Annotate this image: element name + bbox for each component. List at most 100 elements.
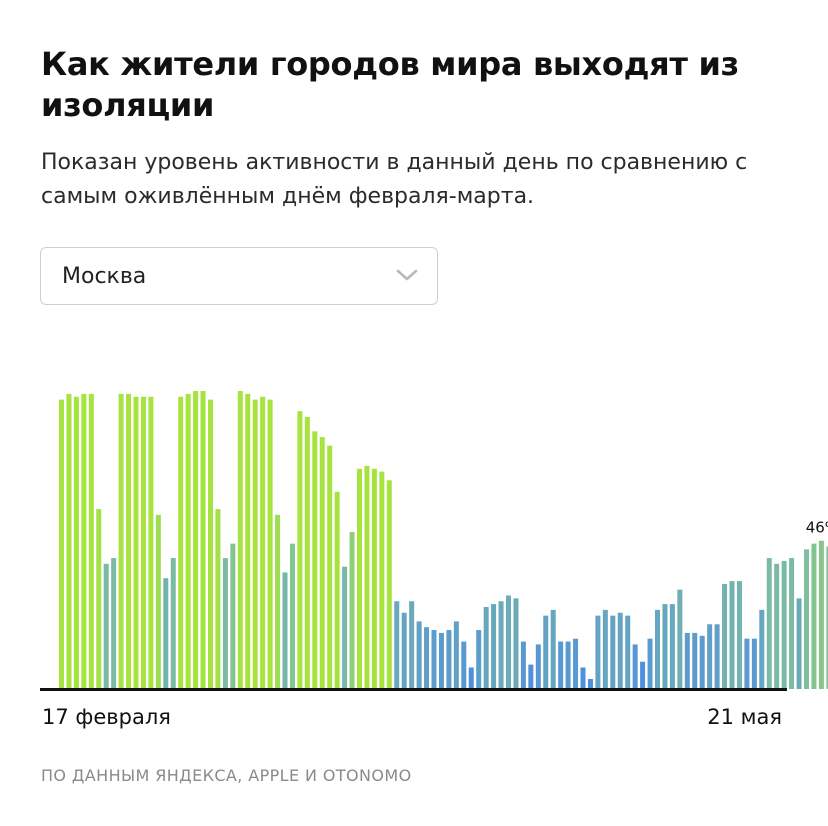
bar bbox=[431, 630, 437, 689]
bar bbox=[260, 396, 266, 689]
bar bbox=[185, 393, 191, 689]
bar bbox=[699, 635, 705, 689]
bar bbox=[796, 598, 802, 689]
x-axis-end-label: 21 мая bbox=[707, 705, 782, 729]
bar bbox=[781, 560, 787, 689]
bar bbox=[729, 581, 735, 689]
city-select[interactable]: Москва bbox=[40, 247, 438, 305]
bar bbox=[267, 399, 273, 689]
bar bbox=[140, 396, 146, 689]
bar bbox=[297, 411, 303, 689]
bar bbox=[647, 638, 653, 689]
bar bbox=[476, 630, 482, 689]
bar bbox=[312, 431, 318, 689]
bar bbox=[438, 632, 444, 689]
bar bbox=[677, 589, 683, 689]
bar bbox=[453, 621, 459, 689]
bar bbox=[826, 546, 828, 689]
bar bbox=[722, 583, 728, 689]
bar bbox=[602, 609, 608, 689]
bar bbox=[714, 624, 720, 689]
bar bbox=[66, 393, 72, 689]
bar bbox=[96, 509, 102, 689]
bar bbox=[736, 581, 742, 689]
bar bbox=[684, 632, 690, 689]
bar bbox=[133, 396, 139, 689]
bar bbox=[632, 644, 638, 689]
bar bbox=[655, 609, 660, 689]
bar bbox=[73, 396, 79, 689]
bar bbox=[573, 638, 579, 689]
bar bbox=[446, 630, 452, 689]
bar bbox=[744, 638, 750, 689]
bar bbox=[379, 471, 385, 689]
bar bbox=[222, 558, 228, 689]
bar bbox=[520, 641, 526, 689]
bar bbox=[617, 612, 623, 689]
bar bbox=[818, 540, 824, 689]
bar bbox=[424, 627, 430, 689]
bar bbox=[640, 661, 646, 689]
bar bbox=[371, 468, 377, 689]
bar bbox=[707, 624, 713, 689]
bar bbox=[275, 514, 281, 689]
bar bbox=[342, 566, 348, 689]
bar bbox=[334, 491, 340, 689]
bar bbox=[587, 679, 593, 689]
bar bbox=[304, 416, 310, 689]
bar bbox=[461, 641, 467, 689]
bar bbox=[401, 612, 407, 689]
bar bbox=[111, 558, 117, 689]
bar bbox=[118, 393, 124, 689]
activity-bar-chart: 46% bbox=[40, 391, 828, 691]
bar bbox=[364, 465, 370, 689]
bar bbox=[349, 532, 355, 689]
bar bbox=[409, 601, 415, 689]
bar bbox=[774, 563, 780, 689]
bar bbox=[811, 543, 817, 689]
bar bbox=[535, 644, 541, 689]
bar bbox=[59, 399, 64, 689]
bar bbox=[193, 391, 199, 689]
bar bbox=[759, 609, 765, 689]
bar bbox=[766, 558, 772, 689]
bar bbox=[386, 480, 392, 689]
bar bbox=[155, 514, 161, 689]
bar bbox=[88, 393, 94, 689]
bar bbox=[170, 558, 176, 689]
source-note: ПО ДАННЫМ ЯНДЕКСА, APPLE И OTONOMO bbox=[41, 766, 412, 785]
bar bbox=[394, 601, 400, 689]
bar bbox=[580, 667, 586, 689]
bar bbox=[692, 632, 698, 689]
city-select-value: Москва bbox=[62, 264, 147, 289]
page-title: Как жители городов мира выходят из изоля… bbox=[41, 45, 739, 124]
bar bbox=[148, 396, 154, 689]
bar bbox=[200, 391, 206, 689]
bar bbox=[751, 638, 757, 689]
bar bbox=[126, 393, 132, 689]
bar bbox=[789, 558, 795, 689]
bar bbox=[237, 391, 243, 689]
bar bbox=[595, 615, 601, 689]
bar bbox=[513, 598, 519, 689]
bar bbox=[282, 572, 288, 689]
bar bbox=[252, 399, 258, 689]
bar bbox=[662, 604, 668, 689]
bar bbox=[550, 609, 556, 689]
bar bbox=[208, 399, 213, 689]
chevron-down-icon bbox=[396, 269, 418, 281]
bar bbox=[528, 664, 534, 689]
bar bbox=[319, 437, 325, 689]
bar bbox=[178, 396, 184, 689]
bar bbox=[483, 607, 489, 689]
bar bbox=[491, 604, 497, 689]
bar bbox=[103, 563, 109, 689]
page-subtitle: Показан уровень активности в данный день… bbox=[41, 150, 748, 209]
bar bbox=[357, 468, 362, 689]
x-axis-start-label: 17 февраля bbox=[42, 705, 171, 729]
bar bbox=[610, 615, 616, 689]
bar bbox=[289, 543, 295, 689]
bar bbox=[215, 509, 221, 689]
last-value-label: 46% bbox=[806, 519, 828, 537]
bar bbox=[163, 578, 169, 689]
